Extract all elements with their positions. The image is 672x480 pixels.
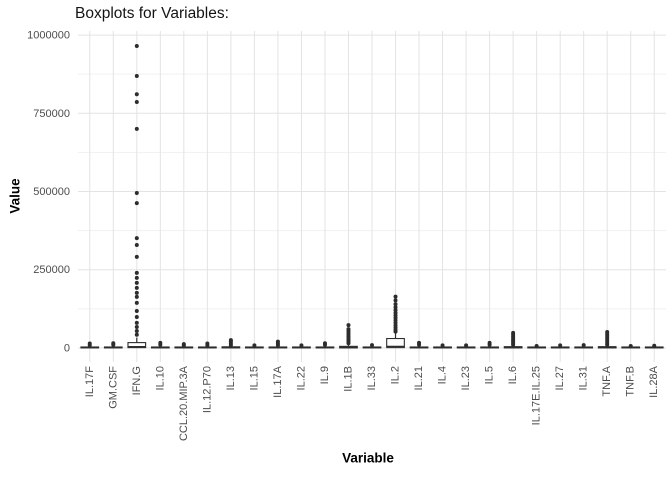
outlier-dot	[134, 285, 139, 290]
x-tick-label: IL.5	[484, 366, 496, 384]
outlier-dot	[605, 329, 610, 334]
outlier-dot	[134, 201, 139, 206]
outlier-dot	[393, 302, 398, 307]
x-tick-label: IL.31	[578, 366, 590, 390]
y-tick-label: 1000000	[27, 30, 70, 42]
outlier-dot	[417, 340, 422, 345]
x-tick-label: IL.10	[154, 366, 166, 390]
outlier-dot	[134, 100, 139, 105]
outlier-dot	[134, 309, 139, 314]
x-tick-label: TNF.B	[625, 366, 637, 397]
x-tick-label: IL.12.P70	[201, 366, 213, 413]
outlier-dot	[393, 310, 398, 315]
x-tick-label: IL.6	[507, 366, 519, 384]
outlier-dot	[464, 343, 469, 348]
x-tick-label: IL.1B	[342, 366, 354, 392]
x-tick-label: IL.27	[554, 366, 566, 390]
x-tick-label: IL.17F	[84, 366, 96, 397]
outlier-dot	[134, 242, 139, 247]
outlier-dot	[487, 340, 492, 345]
outlier-dot	[134, 191, 139, 196]
box-IFN.G	[127, 342, 147, 349]
x-tick-label: TNF.A	[601, 365, 613, 396]
x-tick-label: IL.17E.IL.25	[531, 366, 543, 425]
outlier-dot	[134, 332, 139, 337]
outlier-dot	[346, 323, 351, 328]
outlier-dot	[205, 341, 210, 346]
outlier-dot	[134, 44, 139, 49]
outlier-dot	[111, 341, 116, 346]
x-tick-label: IL.4	[437, 366, 449, 384]
outlier-dot	[134, 236, 139, 241]
outlier-dot	[393, 294, 398, 299]
outlier-dot	[346, 327, 351, 332]
x-tick-label: IL.9	[319, 366, 331, 384]
outlier-dot	[252, 343, 257, 348]
x-tick-label: IL.33	[366, 366, 378, 390]
x-tick-label: IL.15	[248, 366, 260, 390]
outlier-dot	[652, 343, 657, 348]
x-tick-label: IFN.G	[131, 366, 143, 395]
outlier-dot	[134, 320, 139, 325]
outlier-dot	[393, 298, 398, 303]
y-tick-label: 500000	[33, 186, 70, 198]
outlier-dot	[393, 305, 398, 310]
outlier-dot	[275, 339, 280, 344]
x-tick-label: IL.23	[460, 366, 472, 390]
outlier-dot	[134, 126, 139, 131]
x-tick-label: IL.13	[225, 366, 237, 390]
outlier-dot	[134, 290, 139, 295]
outlier-dot	[134, 300, 139, 305]
outlier-dot	[534, 344, 539, 349]
outlier-dot	[134, 324, 139, 329]
outlier-dot	[134, 254, 139, 259]
outlier-dot	[134, 74, 139, 79]
x-tick-label: GM.CSF	[107, 366, 119, 409]
box-IL.2	[386, 337, 405, 349]
outlier-dot	[181, 342, 186, 347]
x-tick-label: IL.2	[390, 366, 402, 384]
outlier-dot	[134, 275, 139, 280]
outlier-dot	[511, 330, 516, 335]
outlier-dot	[228, 338, 233, 343]
x-tick-label: IL.22	[295, 366, 307, 390]
outlier-dot	[134, 329, 139, 334]
outlier-dot	[558, 343, 563, 348]
outlier-dot	[134, 280, 139, 285]
x-axis-title: Variable	[342, 450, 394, 466]
outlier-dot	[87, 341, 92, 346]
outlier-dot	[299, 343, 304, 348]
outlier-dot	[322, 341, 327, 346]
x-tick-label: IL.17A	[272, 365, 284, 397]
y-tick-label: 750000	[33, 108, 70, 120]
outlier-dot	[134, 314, 139, 319]
outlier-dot	[581, 343, 586, 348]
outlier-dot	[158, 340, 163, 345]
outlier-dot	[393, 308, 398, 313]
x-tick-label: CCL.20.MIP.3A	[178, 365, 190, 441]
x-tick-label: IL.21	[413, 366, 425, 390]
outlier-dot	[628, 344, 633, 349]
y-tick-label: 0	[64, 342, 70, 354]
outlier-dot	[134, 294, 139, 299]
y-tick-label: 250000	[33, 264, 70, 276]
chart-title: Boxplots for Variables:	[75, 5, 229, 22]
outlier-dot	[134, 270, 139, 275]
outlier-dot	[370, 343, 374, 348]
outlier-dot	[134, 92, 139, 97]
x-tick-label: IL.28A	[648, 365, 660, 397]
outlier-dot	[440, 343, 445, 348]
